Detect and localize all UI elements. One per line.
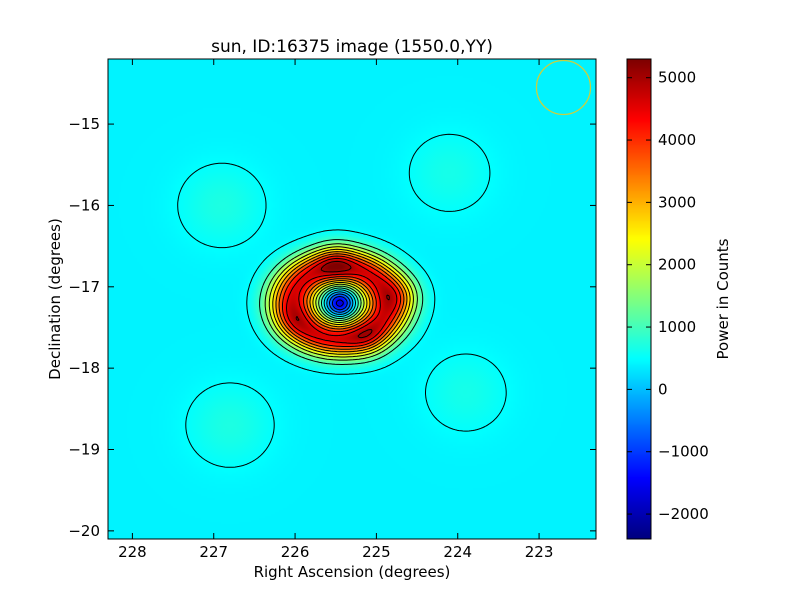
y-tick-label: −20: [68, 522, 100, 540]
colorbar-frame: [626, 58, 652, 540]
contour-line: [326, 291, 354, 315]
contour-line: [177, 133, 507, 468]
beam-marker-circle: [535, 59, 592, 116]
colorbar-label: Power in Counts: [714, 238, 732, 359]
beam-marker-layer: [535, 59, 592, 116]
x-axis-label: Right Ascension (degrees): [254, 563, 451, 581]
contour-lines: [177, 133, 507, 468]
x-tick-label: 223: [525, 543, 554, 561]
x-tick-label: 224: [443, 543, 472, 561]
colorbar-tick-label: 0: [658, 380, 668, 398]
colorbar-ticks: 5000 4000 3000 2000 1000 0 −1000 −2000: [627, 69, 709, 523]
plot-frame: [107, 58, 597, 540]
x-tick-label: 228: [118, 543, 147, 561]
contour-line: [264, 243, 418, 361]
colorbar-tick-label: 1000: [658, 318, 696, 336]
colorbar-tick-label: 5000: [658, 69, 696, 87]
colorbar-tick-label: 3000: [658, 193, 696, 211]
plot-area: [107, 58, 597, 540]
y-tick-label: −17: [68, 278, 100, 296]
contour-line: [335, 299, 344, 307]
colorbar-tick-label: 2000: [658, 256, 696, 274]
x-tick-label: 226: [281, 543, 310, 561]
colorbar-tick-label: −2000: [658, 505, 709, 523]
chart-title: sun, ID:16375 image (1550.0,YY): [211, 37, 493, 57]
colorbar-tick-label: 4000: [658, 131, 696, 149]
x-axis-ticks: 228 227 226 225 224 223: [118, 59, 553, 561]
x-tick-label: 225: [362, 543, 391, 561]
contour-line: [268, 246, 414, 358]
y-tick-label: −15: [68, 115, 100, 133]
contour-line: [259, 239, 424, 365]
y-tick-label: −19: [68, 441, 100, 459]
y-axis-ticks: −15 −16 −17 −18 −19 −20: [68, 115, 596, 540]
contour-line: [282, 255, 402, 347]
colorbar-tick-label: −1000: [658, 443, 709, 461]
y-axis-label: Declination (degrees): [46, 218, 64, 380]
colorbar: 5000 4000 3000 2000 1000 0 −1000 −2000 Power in…: [626, 58, 732, 540]
contour-line: [275, 251, 408, 353]
contour-line: [295, 260, 390, 339]
contour-line: [278, 253, 405, 350]
contour-line: [331, 296, 348, 311]
contour-line: [286, 257, 398, 344]
colorbar-gradient: [627, 59, 651, 539]
contour-line: [272, 248, 411, 355]
contour-line: [329, 293, 351, 313]
x-tick-label: 227: [199, 543, 228, 561]
y-tick-label: −16: [68, 196, 100, 214]
y-tick-label: −18: [68, 359, 100, 377]
